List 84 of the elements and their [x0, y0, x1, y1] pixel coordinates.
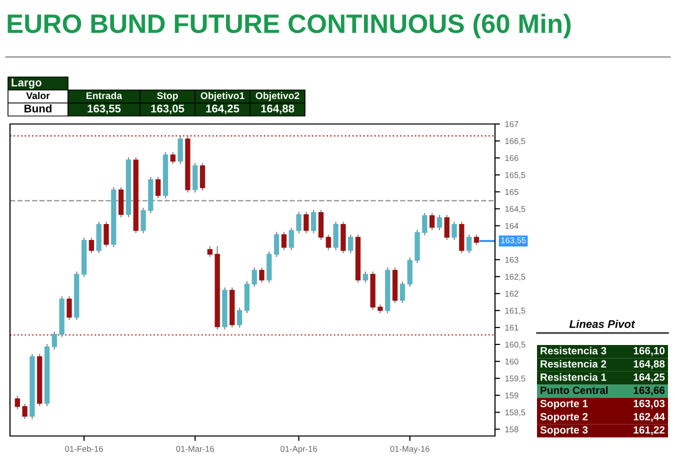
candlestick [170, 152, 176, 165]
text: 164,88 [261, 104, 294, 114]
candlestick [252, 266, 257, 288]
y-tick-label: 166 [505, 155, 518, 162]
x-tick-label: 01-Feb-16 [65, 446, 103, 452]
y-tick-label: 160,5 [505, 342, 526, 349]
text: Soporte 2 [540, 413, 588, 422]
candlestick [452, 221, 457, 241]
text: 163,05 [151, 104, 184, 114]
candlestick [22, 403, 28, 420]
candlestick [444, 214, 450, 241]
candlestick [140, 207, 146, 234]
y-tick-label: 159,5 [505, 376, 526, 382]
candlestick [304, 211, 309, 234]
x-tick-label: 01-Apr-16 [280, 446, 317, 454]
candlestick [326, 234, 331, 251]
text: 164,25 [634, 373, 665, 382]
y-tick-label: 161,5 [505, 308, 526, 315]
candlestick [400, 280, 406, 304]
text: Stop [156, 92, 178, 102]
text: Valor [26, 92, 50, 100]
text: Soporte 1 [540, 400, 588, 410]
y-tick-label: 165,5 [505, 172, 526, 179]
candlestick [429, 212, 435, 231]
candlestick [348, 234, 354, 254]
candlestick [52, 330, 57, 350]
y-tick-label: 162,5 [505, 274, 526, 281]
y-tick-label: 167 [505, 121, 518, 128]
x-tick-label: 01-Mar-16 [176, 446, 214, 452]
y-tick-label: 160 [505, 358, 518, 364]
candlestick [333, 221, 338, 251]
candlestick [288, 227, 294, 251]
text: Resistencia 2 [540, 360, 606, 368]
candlestick [156, 176, 161, 199]
ref-line-label: 163,55 [501, 237, 526, 244]
text: Objetivo2 [256, 92, 300, 102]
candlestick [422, 212, 428, 236]
text: 164,25 [206, 104, 240, 114]
y-tick-label: 163 [505, 256, 518, 263]
y-tick-label: 162 [505, 290, 518, 297]
candlestick [281, 231, 287, 251]
text: Resistencia 1 [540, 373, 606, 381]
y-tick-label: 164,5 [505, 206, 526, 213]
candlestick [236, 307, 242, 328]
y-tick-label: 161 [505, 324, 518, 331]
text: 164,88 [634, 360, 665, 370]
text: Punto Central [540, 386, 608, 394]
text: Objetivo1 [200, 92, 244, 102]
text: Resistencia 3 [540, 346, 606, 354]
y-tick-label: 166,5 [505, 138, 526, 146]
candlestick [311, 209, 316, 234]
candlestick [88, 237, 94, 254]
text: Lineas Pivot [569, 320, 636, 328]
candlestick [66, 296, 72, 321]
candlestick [474, 234, 480, 246]
text: 163,03 [634, 400, 665, 409]
text: 163,66 [634, 386, 665, 396]
candlestick [207, 246, 212, 258]
candlestick [466, 234, 472, 254]
candlestick [362, 270, 368, 284]
candlestick [259, 266, 264, 284]
text: 161,22 [634, 426, 665, 436]
candlestick [178, 136, 183, 165]
text: 162,44 [634, 413, 665, 422]
y-tick-label: 164 [505, 222, 518, 229]
candlestick [296, 211, 302, 234]
y-tick-label: 158 [505, 426, 518, 432]
candlestick [436, 214, 442, 231]
chart-title: EURO BUND FUTURE CONTINUOUS (60 Min) [8, 14, 571, 38]
text: Largo [12, 78, 42, 89]
y-tick-label: 158,5 [505, 409, 526, 416]
y-tick-label: 165 [505, 189, 518, 195]
y-tick-label: 159 [505, 392, 518, 398]
text: 166,10 [634, 347, 665, 356]
text: Entrada [86, 92, 122, 100]
text: Soporte 3 [540, 426, 588, 436]
x-tick-label: 01-May-16 [390, 446, 430, 454]
candlestick [104, 221, 109, 248]
candlestick [274, 231, 280, 258]
candlestick [200, 162, 206, 192]
candlestick [407, 257, 412, 288]
candlestick [14, 395, 20, 410]
text: Bund [24, 104, 52, 112]
text: 163,55 [88, 104, 121, 114]
